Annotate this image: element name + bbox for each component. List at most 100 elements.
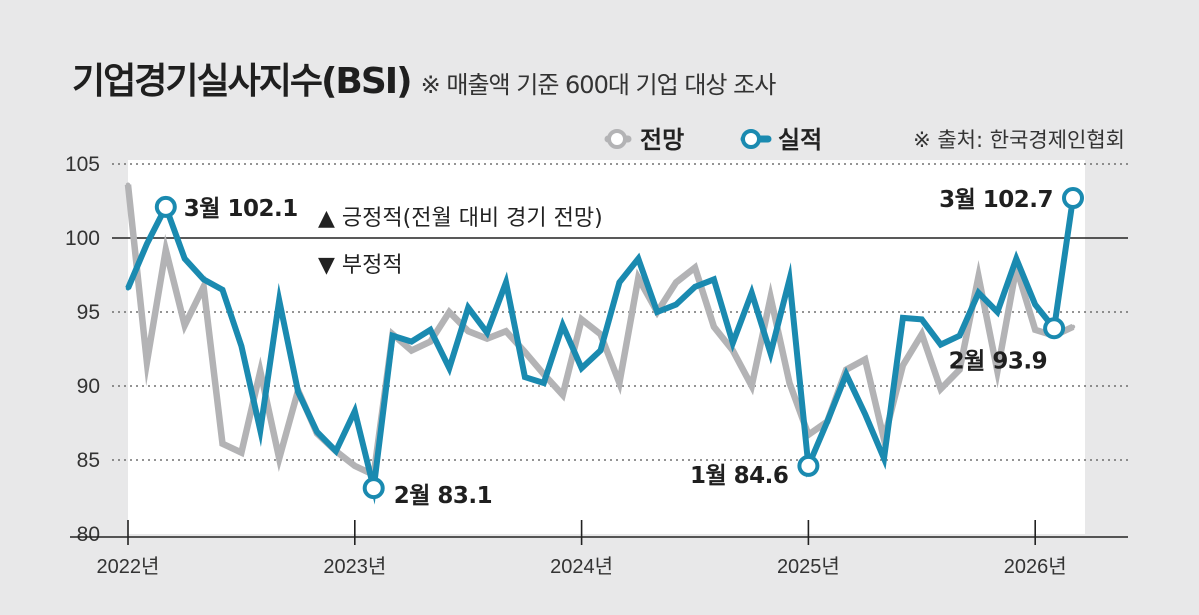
outlook-point — [976, 274, 981, 279]
actual-point — [938, 342, 943, 347]
outlook-point — [711, 324, 717, 329]
actual-point — [220, 287, 225, 292]
legend-item-actual: 실적 — [740, 126, 822, 154]
actual-point — [976, 290, 981, 295]
actual-point — [484, 330, 490, 335]
actual-point — [125, 286, 131, 291]
legend-item-outlook: 전망 — [604, 126, 684, 154]
outlook-point — [239, 450, 244, 455]
actual-point — [409, 339, 414, 344]
actual-point — [768, 351, 773, 356]
positive-note: ▲ 긍정적(전월 대비 경기 전망) — [318, 206, 603, 231]
outlook-point — [938, 386, 943, 392]
annotation-marker — [154, 195, 177, 218]
y-tick-label: 90 — [77, 375, 100, 398]
actual-point — [1014, 256, 1019, 261]
actual-point — [239, 343, 244, 349]
actual-point — [636, 256, 641, 261]
outlook-point — [787, 380, 792, 386]
x-tick-label: 2023년 — [323, 555, 386, 578]
outlook-point — [163, 247, 168, 253]
actual-point — [522, 374, 528, 380]
actual-point — [579, 366, 584, 371]
y-axis-ticks: 80 85 90 95 100 105 — [65, 153, 100, 546]
outlook-point — [144, 360, 150, 365]
y-tick-label: 85 — [77, 449, 100, 472]
outlook-point — [428, 339, 433, 344]
x-tick-label: 2022년 — [97, 555, 160, 578]
outlook-point — [768, 295, 773, 300]
y-tick-label: 80 — [77, 523, 100, 546]
actual-point — [957, 333, 962, 338]
outlook-point — [617, 380, 622, 386]
actual-point — [655, 309, 660, 315]
actual-point — [428, 327, 433, 332]
annotation-label: 1월 84.6 — [690, 463, 788, 489]
actual-point — [673, 302, 679, 307]
actual-point — [692, 284, 698, 290]
actual-point — [144, 241, 150, 247]
actual-point — [900, 315, 906, 321]
actual-point — [333, 448, 339, 454]
actual-point — [598, 348, 603, 353]
actual-point — [390, 333, 395, 338]
actual-point — [277, 297, 282, 303]
annotation-label: 3월 102.7 — [939, 187, 1053, 213]
outlook-point — [636, 275, 641, 281]
x-axis: 2022년 2023년 2024년 2025년 2026년 — [70, 520, 1128, 578]
legend-actual-label: 실적 — [778, 126, 822, 154]
actual-point — [295, 389, 301, 395]
actual-point — [352, 408, 357, 414]
actual-point — [730, 340, 735, 346]
actual-point — [541, 380, 546, 386]
actual-point — [862, 411, 868, 417]
outlook-point — [503, 329, 509, 334]
actual-point — [447, 366, 452, 371]
actual-point — [466, 305, 471, 310]
outlook-point — [900, 363, 906, 368]
outlook-point — [862, 357, 868, 362]
outlook-point — [352, 463, 357, 469]
actual-point — [881, 456, 887, 461]
outlook-point — [409, 348, 414, 353]
annotation-label: 3월 102.1 — [184, 196, 298, 222]
outlook-point — [692, 265, 698, 270]
legend-outlook-label: 전망 — [640, 126, 684, 154]
annotation-marker — [362, 477, 385, 500]
annotation-marker — [1062, 187, 1084, 210]
outlook-point — [957, 367, 962, 372]
y-tick-label: 105 — [65, 153, 100, 176]
actual-point — [844, 371, 849, 377]
outlook-point — [258, 369, 263, 374]
outlook-point — [598, 332, 603, 337]
outlook-point — [201, 284, 206, 290]
title-row: 기업경기실사지수(BSI) ※ 매출액 기준 600대 기업 대상 조사 — [72, 52, 777, 104]
y-tick-label: 100 — [65, 227, 100, 250]
outlook-point — [1070, 324, 1076, 329]
outlook-point — [277, 456, 282, 461]
annotation-label: 2월 93.9 — [949, 348, 1047, 374]
actual-point — [787, 277, 792, 282]
outlook-point — [220, 441, 225, 446]
actual-point — [258, 428, 263, 433]
actual-point — [182, 256, 187, 261]
outlook-point — [466, 329, 471, 334]
outlook-point — [579, 317, 584, 322]
chart-subtitle: ※ 매출액 기준 600대 기업 대상 조사 — [420, 71, 777, 99]
actual-point — [749, 290, 754, 295]
actual-point — [825, 419, 830, 424]
actual-point — [560, 323, 565, 328]
actual-point — [201, 277, 206, 282]
outlook-point — [522, 349, 528, 355]
actual-point — [617, 280, 622, 285]
actual-point — [503, 280, 509, 285]
negative-note: ▼ 부정적 — [318, 253, 403, 278]
outlook-point — [749, 383, 754, 389]
annotation-marker — [797, 454, 820, 477]
outlook-point — [125, 182, 131, 187]
outlook-point — [560, 392, 565, 398]
legend-outlook-marker — [607, 129, 627, 149]
outlook-point — [182, 323, 187, 328]
